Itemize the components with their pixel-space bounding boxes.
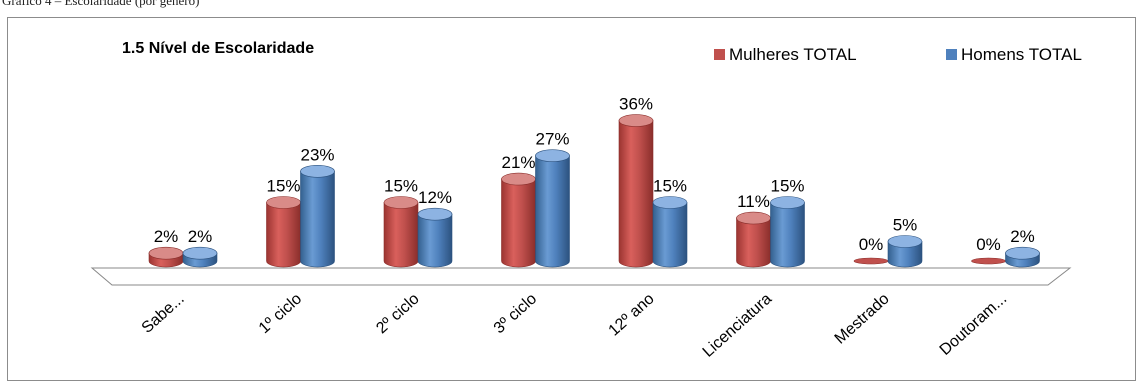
- bar-homens-1: [300, 165, 335, 268]
- chart-title: 1.5 Nível de Escolaridade: [122, 40, 314, 57]
- x-tick-label-0: Sabe...: [139, 290, 188, 337]
- data-label-mulheres-6: 0%: [859, 235, 884, 254]
- bar-homens-5: [770, 196, 805, 268]
- data-label-homens-4: 15%: [653, 177, 687, 196]
- tick-labels-group: Sabe... 1º ciclo 2º ciclo 3º ciclo 12º ano Li…: [139, 290, 1011, 360]
- x-tick-label-2: 2º ciclo: [373, 290, 422, 337]
- data-label-homens-1: 23%: [300, 145, 334, 164]
- chart-container: 1.5 Nível de Escolaridade Mulheres TOTAL…: [7, 17, 1136, 381]
- data-labels-group: 2% 2%15%23%15%12%21%27%36%15%11%15%0%5%0%…: [154, 95, 1035, 254]
- bar-mulheres-4: [618, 114, 654, 268]
- bar-chart: 1.5 Nível de Escolaridade Mulheres TOTAL…: [90, 40, 1082, 361]
- bar-homens-0: [182, 246, 218, 268]
- bar-mulheres-0: [148, 246, 184, 268]
- bar-mulheres-2: [383, 196, 419, 268]
- bar-homens-3: [535, 149, 570, 268]
- legend-swatch-mulheres: [714, 49, 725, 60]
- data-label-homens-0: 2%: [188, 227, 213, 246]
- legend: Mulheres TOTAL Homens TOTAL: [714, 45, 1082, 64]
- data-label-homens-3: 27%: [535, 130, 569, 149]
- chart-floor: [90, 267, 1072, 286]
- data-label-homens-5: 15%: [770, 177, 804, 196]
- legend-label-mulheres: Mulheres TOTAL: [729, 45, 857, 64]
- legend-label-homens: Homens TOTAL: [961, 45, 1082, 64]
- bars-group: [148, 114, 1040, 268]
- bar-mulheres-5: [736, 211, 771, 268]
- bar-mulheres-6: [853, 257, 889, 265]
- x-tick-label-3: 3º ciclo: [491, 290, 540, 337]
- x-tick-label-5: Licenciatura: [700, 290, 776, 360]
- data-label-mulheres-2: 15%: [384, 177, 418, 196]
- bar-mulheres-3: [501, 172, 536, 268]
- data-label-mulheres-7: 0%: [976, 235, 1001, 254]
- data-label-homens-2: 12%: [418, 188, 452, 207]
- bar-homens-7: [1005, 246, 1040, 268]
- bar-mulheres-1: [266, 196, 301, 268]
- data-label-mulheres-0: 2%: [154, 227, 179, 246]
- legend-swatch-homens: [946, 49, 957, 60]
- x-tick-label-7: Doutoram...: [937, 290, 1010, 359]
- bar-homens-4: [652, 196, 688, 268]
- x-tick-label-1: 1º ciclo: [256, 290, 305, 337]
- data-label-mulheres-1: 15%: [266, 177, 300, 196]
- data-label-mulheres-4: 36%: [619, 95, 653, 114]
- bar-homens-2: [417, 207, 453, 268]
- bar-mulheres-7: [971, 257, 1006, 265]
- figure-caption: Gráfico 4 – Escolaridade (por género): [2, 0, 200, 8]
- data-label-homens-7: 2%: [1010, 227, 1035, 246]
- x-tick-label-4: 12º ano: [606, 290, 658, 339]
- data-label-mulheres-5: 11%: [737, 192, 770, 211]
- x-tick-label-6: Mestrado: [832, 290, 893, 347]
- data-label-homens-6: 5%: [893, 216, 918, 235]
- data-label-mulheres-3: 21%: [501, 153, 535, 172]
- bar-homens-6: [887, 235, 923, 268]
